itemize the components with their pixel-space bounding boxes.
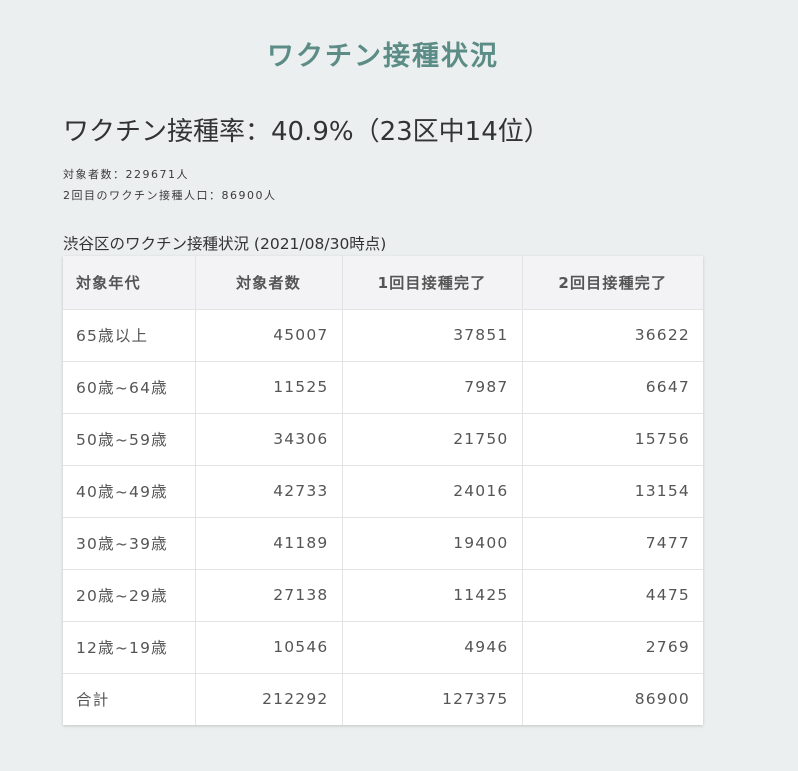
table-row: 12歳~19歳 10546 4946 2769 [63,621,703,674]
cell-target: 27138 [195,569,343,622]
cell-first-dose: 24016 [342,465,523,518]
cell-second-dose: 15756 [522,413,703,466]
cell-first-dose: 21750 [342,413,523,466]
table-row: 40歳~49歳 42733 24016 13154 [63,465,703,518]
cell-second-dose: 7477 [522,517,703,570]
cell-first-dose: 127375 [342,673,523,725]
cell-target: 212292 [195,673,343,725]
header-age: 対象年代 [63,256,196,310]
cell-second-dose: 13154 [522,465,703,518]
cell-target: 11525 [195,361,343,414]
cell-first-dose: 7987 [342,361,523,414]
cell-age: 65歳以上 [63,309,196,362]
cell-target: 45007 [195,309,343,362]
cell-second-dose: 36622 [522,309,703,362]
cell-age: 20歳~29歳 [63,569,196,622]
table-row: 20歳~29歳 27138 11425 4475 [63,569,703,622]
header-second-dose: 2回目接種完了 [522,256,703,310]
table-caption: 渋谷区のワクチン接種状況 (2021/08/30時点) [63,235,387,253]
cell-first-dose: 11425 [342,569,523,622]
cell-second-dose: 4475 [522,569,703,622]
table-header: 対象年代 対象者数 1回目接種完了 2回目接種完了 [63,256,703,310]
cell-first-dose: 19400 [342,517,523,570]
second-dose-population-text: 2回目のワクチン接種人口：86900人 [63,189,277,202]
cell-second-dose: 86900 [634,690,690,709]
cell-target: 34306 [195,413,343,466]
cell-first-dose: 37851 [342,309,523,362]
cell-target: 42733 [195,465,343,518]
cell-target: 10546 [195,621,343,674]
header-first-dose: 1回目接種完了 [342,256,523,310]
cell-age: 40歳~49歳 [63,465,196,518]
cell-age: 50歳~59歳 [63,413,196,466]
cell-target: 41189 [195,517,343,570]
cell-second-dose: 6647 [522,361,703,414]
cell-second-dose: 2769 [522,621,703,674]
page-title: ワクチン接種状況 [267,41,499,72]
table-row: 60歳~64歳 11525 7987 6647 [63,361,703,414]
table-row: 65歳以上 45007 37851 36622 [63,309,703,362]
table-row: 50歳~59歳 34306 21750 15756 [63,413,703,466]
cell-age: 60歳~64歳 [63,361,196,414]
cell-age: 12歳~19歳 [63,621,196,674]
vaccination-table: 対象年代 対象者数 1回目接種完了 2回目接種完了 65歳以上 45007 37… [63,256,703,725]
table-row-total: 合計 212292 127375 86900 [63,673,703,725]
vaccination-table-grid: 対象年代 対象者数 1回目接種完了 2回目接種完了 65歳以上 45007 37… [63,256,703,725]
table-body: 65歳以上 45007 37851 36622 60歳~64歳 11525 79… [63,309,703,725]
table-row: 30歳~39歳 41189 19400 7477 [63,517,703,570]
header-target: 対象者数 [195,256,343,310]
target-count-text: 対象者数：229671人 [63,168,189,181]
vaccination-rate-heading: ワクチン接種率：40.9%（23区中14位） [63,117,550,147]
cell-age: 合計 [63,673,196,725]
cell-first-dose: 4946 [342,621,523,674]
table-header-row: 対象年代 対象者数 1回目接種完了 2回目接種完了 [63,256,703,310]
cell-age: 30歳~39歳 [63,517,196,570]
